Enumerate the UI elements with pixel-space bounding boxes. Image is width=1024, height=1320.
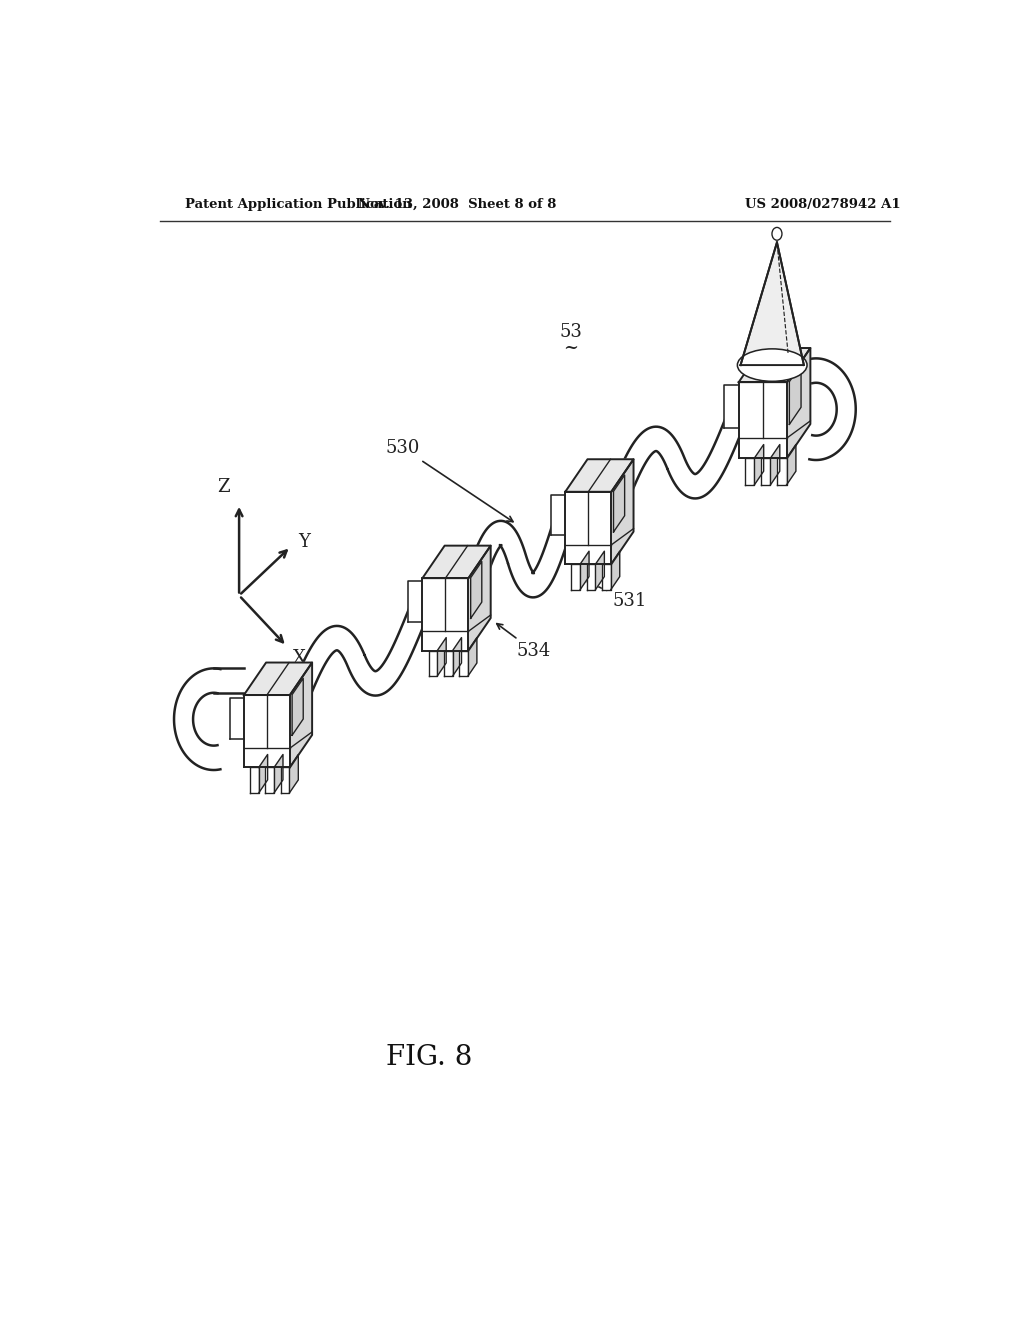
Polygon shape <box>244 663 312 696</box>
Polygon shape <box>565 459 634 492</box>
Ellipse shape <box>737 348 807 381</box>
Text: Y: Y <box>299 532 310 550</box>
Polygon shape <box>770 445 779 484</box>
Polygon shape <box>471 561 481 618</box>
Polygon shape <box>613 475 625 532</box>
Polygon shape <box>250 767 259 793</box>
Polygon shape <box>229 698 244 738</box>
Polygon shape <box>755 445 764 484</box>
Polygon shape <box>787 348 810 458</box>
Text: US 2008/0278942 A1: US 2008/0278942 A1 <box>744 198 900 211</box>
Polygon shape <box>468 638 477 676</box>
Polygon shape <box>423 545 490 578</box>
Polygon shape <box>429 651 437 676</box>
Polygon shape <box>761 458 770 484</box>
Text: FIG. 8: FIG. 8 <box>386 1044 473 1072</box>
Polygon shape <box>790 364 801 424</box>
Polygon shape <box>274 755 283 793</box>
Polygon shape <box>738 348 810 383</box>
Polygon shape <box>809 358 856 459</box>
Polygon shape <box>290 663 312 767</box>
Polygon shape <box>581 552 589 590</box>
Polygon shape <box>596 552 604 590</box>
Polygon shape <box>468 545 490 651</box>
Polygon shape <box>453 638 462 676</box>
Polygon shape <box>459 651 468 676</box>
Polygon shape <box>777 458 786 484</box>
Polygon shape <box>244 696 290 767</box>
Polygon shape <box>565 492 611 564</box>
Polygon shape <box>611 552 620 590</box>
Polygon shape <box>724 385 738 428</box>
Polygon shape <box>738 383 787 458</box>
Polygon shape <box>786 445 796 484</box>
Polygon shape <box>265 767 274 793</box>
Polygon shape <box>602 564 611 590</box>
Text: 534: 534 <box>497 623 551 660</box>
Polygon shape <box>745 458 755 484</box>
Polygon shape <box>259 755 267 793</box>
Circle shape <box>772 227 782 240</box>
Polygon shape <box>611 459 634 564</box>
Text: 530: 530 <box>386 440 513 521</box>
Text: X: X <box>293 649 306 668</box>
Polygon shape <box>281 767 290 793</box>
Polygon shape <box>423 578 468 651</box>
Polygon shape <box>409 581 423 622</box>
Polygon shape <box>292 678 303 735</box>
Polygon shape <box>460 511 574 607</box>
Text: Nov. 13, 2008  Sheet 8 of 8: Nov. 13, 2008 Sheet 8 of 8 <box>358 198 556 211</box>
Polygon shape <box>290 755 298 793</box>
Polygon shape <box>571 564 581 590</box>
Polygon shape <box>282 597 431 725</box>
Polygon shape <box>740 243 804 366</box>
Text: 531: 531 <box>577 577 646 610</box>
Polygon shape <box>174 668 220 770</box>
Polygon shape <box>444 651 453 676</box>
Polygon shape <box>551 495 565 535</box>
Polygon shape <box>603 404 749 521</box>
Polygon shape <box>214 668 244 693</box>
Text: Z: Z <box>217 478 229 496</box>
Polygon shape <box>587 564 596 590</box>
Text: Patent Application Publication: Patent Application Publication <box>185 198 412 211</box>
Polygon shape <box>437 638 446 676</box>
Text: 53
~: 53 ~ <box>559 323 583 356</box>
